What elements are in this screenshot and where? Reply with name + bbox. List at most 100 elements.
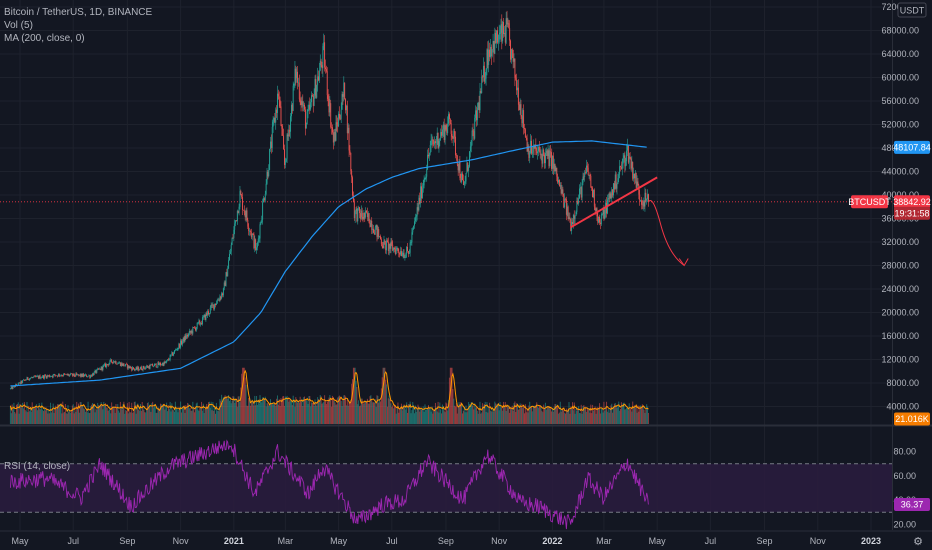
volume-bar: [315, 402, 317, 424]
candle-body: [613, 183, 614, 196]
rsi-legend[interactable]: RSI (14, close): [4, 461, 71, 472]
volume-bar: [132, 412, 134, 424]
volume-bar: [359, 406, 361, 424]
volume-bar: [156, 412, 158, 424]
volume-bar: [213, 410, 215, 424]
candle-body: [573, 214, 575, 219]
candle-body: [256, 242, 258, 248]
candle-body: [562, 189, 564, 196]
candle-body: [305, 124, 307, 129]
candle-body: [246, 210, 248, 221]
volume-bar: [151, 403, 153, 424]
candle-body: [557, 176, 559, 183]
candle-body: [295, 68, 297, 79]
candle-body: [30, 378, 31, 379]
candle-body: [160, 364, 162, 366]
candle-body: [525, 137, 527, 138]
candle-body: [287, 134, 289, 137]
volume-bar: [57, 404, 59, 424]
volume-bar: [334, 402, 336, 424]
candle-body: [179, 343, 181, 348]
volume-bar: [230, 403, 232, 424]
candle-body: [399, 253, 401, 255]
candle-body: [542, 149, 544, 164]
volume-bar: [385, 379, 387, 424]
volume-bar: [304, 396, 306, 424]
volume-bar: [332, 396, 334, 424]
candle-body: [332, 132, 334, 143]
candle-body: [517, 87, 519, 105]
candle-body: [549, 151, 551, 167]
candle-body: [290, 104, 292, 117]
volume-bar: [423, 411, 425, 424]
candle-body: [545, 150, 547, 153]
volume-bar: [563, 410, 565, 424]
volume-bar: [277, 404, 279, 424]
candle-body: [432, 139, 434, 144]
projection-arrow-path[interactable]: [647, 200, 685, 266]
moving-average-legend[interactable]: MA (200, close, 0): [4, 33, 85, 44]
candle-body: [594, 206, 596, 211]
volume-bar: [49, 413, 51, 424]
volume-bar: [366, 401, 368, 424]
volume-bar: [62, 401, 64, 424]
volume-bar: [376, 395, 378, 424]
volume-bar: [555, 404, 557, 424]
volume-bar: [57, 404, 59, 424]
user-drawings[interactable]: [570, 176, 689, 267]
candle-body: [512, 49, 514, 62]
candle-body: [538, 147, 539, 152]
volume-bar: [488, 407, 490, 424]
price-axis-tick-label: 4000.00: [886, 402, 919, 412]
candle-body: [255, 239, 257, 251]
candle-body: [41, 377, 43, 379]
candle-body: [365, 210, 367, 218]
volume-bar: [301, 398, 303, 424]
candle-body: [386, 240, 388, 251]
volume-bar: [257, 400, 259, 424]
candle-body: [459, 161, 461, 178]
candle-body: [85, 374, 87, 377]
volume-bar: [319, 395, 321, 424]
volume-bar: [327, 400, 329, 424]
volume-bar: [550, 407, 552, 424]
projection-arrow-head[interactable]: [678, 258, 689, 267]
candle-body: [208, 313, 210, 315]
volume-bar: [259, 395, 261, 424]
volume-bar: [273, 403, 275, 424]
volume-bar: [397, 402, 399, 424]
volume-bar: [291, 405, 293, 424]
volume-bar: [38, 402, 40, 424]
volume-bar: [263, 397, 265, 424]
volume-bar: [286, 395, 288, 424]
volume-bar: [560, 411, 562, 424]
support-trendline[interactable]: [570, 176, 658, 229]
volume-bar: [623, 402, 625, 424]
candle-body: [284, 160, 286, 165]
volume-bar: [29, 411, 31, 424]
volume-bar: [326, 401, 328, 424]
candle-body: [30, 377, 32, 379]
volume-bar: [363, 403, 365, 424]
volume-bar: [566, 410, 568, 424]
candle-body: [382, 245, 384, 249]
candle-body: [79, 374, 81, 377]
volume-bar: [328, 397, 330, 424]
candle-body: [261, 219, 263, 223]
volume-bar: [267, 403, 269, 424]
candle-body: [559, 185, 561, 187]
volume-bar: [95, 408, 97, 424]
candle-body: [121, 363, 123, 366]
volume-bar: [98, 405, 100, 424]
currency-label-box[interactable]: [897, 2, 927, 18]
symbol-legend-title[interactable]: Bitcoin / TetherUS, 1D, BINANCE: [4, 7, 153, 18]
volume-bar: [331, 406, 333, 424]
volume-bar: [109, 406, 111, 424]
candle-body: [592, 189, 594, 198]
candle-body: [353, 201, 355, 219]
volume-bar: [387, 398, 389, 424]
volume-legend[interactable]: Vol (5): [4, 20, 33, 31]
volume-bar: [547, 406, 549, 424]
candle-body: [98, 368, 100, 370]
